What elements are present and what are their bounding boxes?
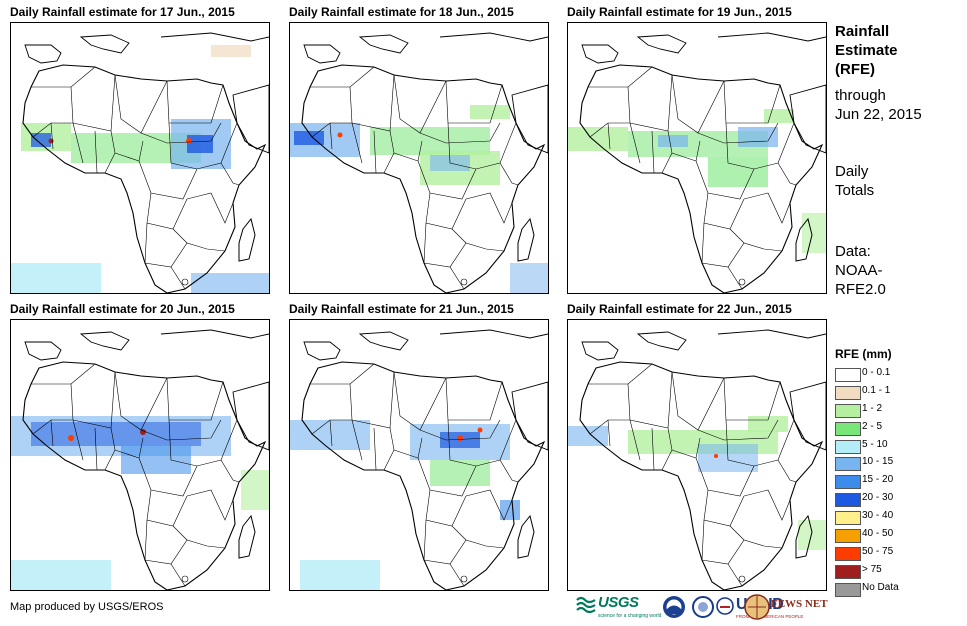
legend-label: 2 - 5 (862, 420, 883, 432)
rainfall-map (567, 22, 827, 294)
dos-seal-logo (692, 592, 714, 622)
legend-swatch (835, 475, 861, 490)
rain-field (11, 45, 269, 293)
legend-swatch (835, 582, 861, 597)
legend-label: 1 - 2 (862, 402, 883, 414)
panel-title: Daily Rainfall estimate for 21 Jun., 201… (289, 302, 514, 316)
legend-label: 5 - 10 (862, 438, 888, 450)
rain-field (568, 109, 826, 253)
noaa-seal-icon (663, 596, 685, 618)
daily-totals-label: Daily Totals (835, 163, 875, 199)
seal-icon (692, 596, 714, 618)
panel-title: Daily Rainfall estimate for 22 Jun., 201… (567, 302, 792, 316)
legend-swatch (835, 403, 861, 418)
data-source: Data: NOAA- RFE2.0 (835, 243, 886, 298)
legend-label: 50 - 75 (862, 545, 894, 557)
legend-swatch (835, 511, 861, 526)
usgs-wave-icon (576, 596, 596, 614)
legend-swatch (835, 385, 861, 400)
legend-label: 20 - 30 (862, 492, 894, 504)
panel-title: Daily Rainfall estimate for 17 Jun., 201… (10, 5, 235, 19)
rainfall-map (289, 319, 549, 591)
panel-title: Daily Rainfall estimate for 19 Jun., 201… (567, 5, 792, 19)
rain-field (290, 105, 548, 293)
usaid-seal-icon (716, 597, 734, 615)
noaa-logo (662, 592, 688, 622)
panel-title: Daily Rainfall estimate for 18 Jun., 201… (289, 5, 514, 19)
legend-swatch (835, 368, 861, 382)
rainfall-map (10, 22, 270, 294)
legend-swatch (835, 546, 861, 561)
legend-swatch (835, 564, 861, 579)
legend-label: No Data (862, 581, 899, 593)
legend-swatch (835, 457, 861, 472)
side-title: Rainfall Estimate (RFE) (835, 23, 898, 78)
legend-title: RFE (mm) (835, 347, 892, 361)
legend-label: 40 - 50 (862, 528, 894, 540)
through-date: through Jun 22, 2015 (835, 87, 922, 123)
legend-label: 0 - 0.1 (862, 367, 891, 378)
fews-globe-icon (744, 594, 770, 620)
agency-logos: USGS science for a changing world USAID … (576, 592, 828, 622)
legend-swatch (835, 439, 861, 454)
rain-field (290, 420, 520, 590)
legend-label: > 75 (862, 563, 882, 575)
fews-net-logo: FEWS NET (744, 592, 828, 622)
legend-swatch (835, 529, 861, 544)
legend-label: 10 - 15 (862, 456, 894, 468)
legend-swatch (835, 493, 861, 508)
legend-swatch (835, 421, 861, 436)
legend-label: 30 - 40 (862, 510, 894, 522)
panel-title: Daily Rainfall estimate for 20 Jun., 201… (10, 302, 235, 316)
rainfall-map (10, 319, 270, 591)
legend-label: 0.1 - 1 (862, 384, 891, 396)
rain-field (11, 416, 269, 590)
usgs-logo: USGS science for a changing world (576, 592, 661, 622)
map-credit: Map produced by USGS/EROS (10, 601, 164, 613)
rainfall-map (289, 22, 549, 294)
legend-label: 15 - 20 (862, 474, 894, 486)
rainfall-map (567, 319, 827, 591)
